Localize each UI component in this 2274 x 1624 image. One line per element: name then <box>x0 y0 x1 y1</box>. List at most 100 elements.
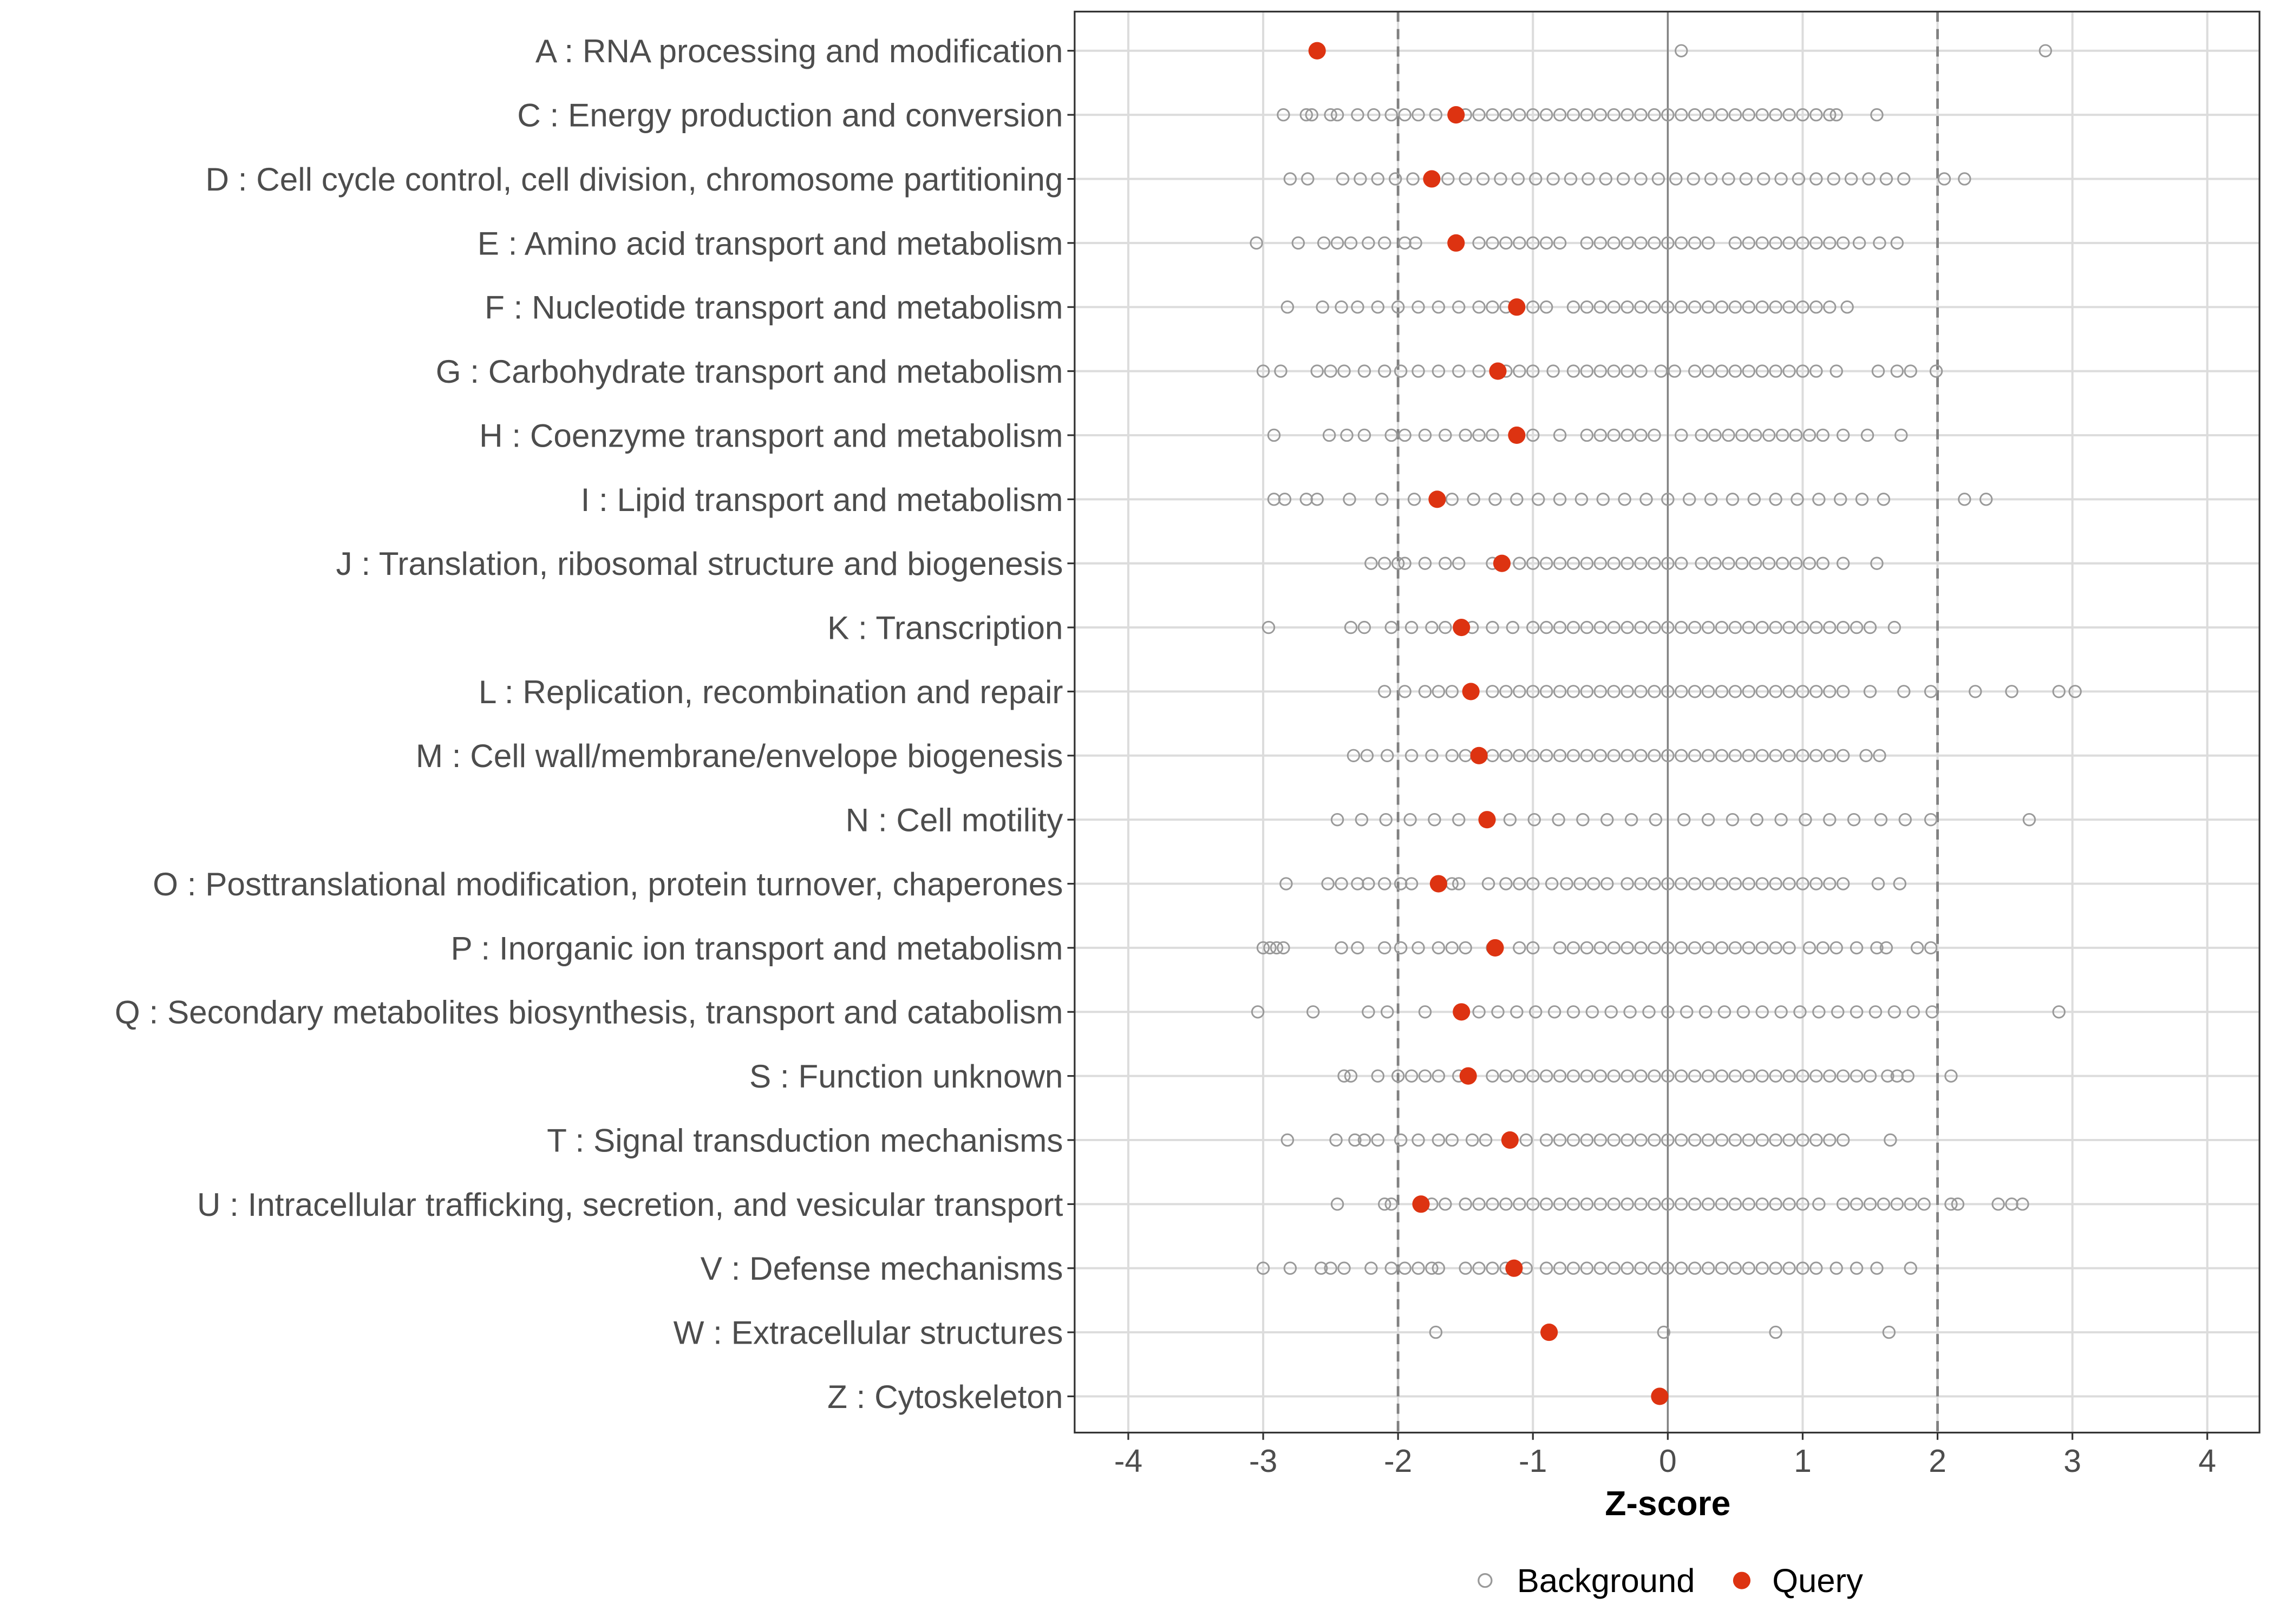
query-point <box>1412 1195 1430 1213</box>
background-point <box>1809 1069 1823 1083</box>
background-point <box>1499 236 1513 250</box>
background-point <box>1340 428 1354 442</box>
background-point <box>1280 300 1295 314</box>
background-point <box>1648 300 1661 314</box>
background-point <box>1418 1005 1432 1019</box>
background-point <box>1728 1261 1742 1275</box>
background-point <box>1688 1197 1702 1211</box>
background-point <box>1769 1069 1782 1083</box>
background-point <box>1634 300 1648 314</box>
background-point <box>1351 877 1364 890</box>
background-point <box>1378 364 1391 378</box>
background-point <box>1499 877 1513 890</box>
background-point <box>1769 493 1782 506</box>
background-point <box>1553 685 1567 698</box>
background-point <box>1412 364 1425 378</box>
background-point <box>1762 556 1776 570</box>
background-point <box>1944 1197 1958 1211</box>
x-tick-label: -1 <box>1519 1444 1547 1479</box>
background-point <box>1316 300 1329 314</box>
background-point <box>1877 1197 1891 1211</box>
background-point <box>1472 236 1486 250</box>
background-point <box>1510 1005 1524 1019</box>
background-point <box>1796 236 1809 250</box>
background-point <box>1335 877 1348 890</box>
background-point <box>1809 877 1823 890</box>
background-point <box>1715 108 1729 122</box>
background-point <box>1661 300 1675 314</box>
background-point <box>1634 556 1648 570</box>
background-point <box>1404 749 1419 762</box>
background-point <box>1486 108 1499 122</box>
background-point <box>1859 749 1873 762</box>
background-point <box>1837 620 1850 634</box>
background-point <box>1809 364 1823 378</box>
background-point <box>1749 556 1762 570</box>
background-point <box>1398 428 1412 442</box>
background-point <box>1546 172 1560 186</box>
background-point <box>1688 1069 1702 1083</box>
background-point <box>1553 108 1567 122</box>
background-point <box>1701 364 1715 378</box>
background-point <box>1582 172 1595 186</box>
background-point <box>1634 620 1648 634</box>
background-point <box>1829 364 1843 378</box>
background-point <box>1270 941 1284 955</box>
background-point <box>1432 941 1446 955</box>
background-point <box>1330 108 1344 122</box>
background-point <box>1775 428 1789 442</box>
background-point <box>1755 685 1769 698</box>
background-point <box>1890 1197 1904 1211</box>
background-point <box>1661 1261 1675 1275</box>
background-point <box>1634 1197 1648 1211</box>
category-label: G : Carbohydrate transport and metabolis… <box>436 353 1063 390</box>
background-point <box>1406 172 1420 186</box>
background-point <box>1809 108 1823 122</box>
background-point <box>1715 1069 1729 1083</box>
background-point <box>1675 300 1688 314</box>
background-point <box>1701 813 1715 827</box>
background-point <box>1351 941 1364 955</box>
background-point <box>1834 493 1847 506</box>
background-point <box>1742 1261 1756 1275</box>
background-point <box>1452 364 1466 378</box>
category-label: N : Cell motility <box>846 802 1063 839</box>
background-point <box>1439 428 1452 442</box>
background-point <box>1668 364 1682 378</box>
background-point <box>1728 1133 1742 1147</box>
background-point <box>1809 685 1823 698</box>
background-point <box>1278 493 1292 506</box>
background-point <box>1486 1197 1499 1211</box>
background-point <box>1688 620 1702 634</box>
background-point <box>1879 941 1893 955</box>
background-point <box>1620 749 1634 762</box>
background-point <box>1277 108 1290 122</box>
background-point <box>1661 493 1675 506</box>
background-point <box>1675 428 1688 442</box>
background-point <box>1337 1261 1351 1275</box>
background-point <box>1774 1005 1788 1019</box>
background-point <box>1863 620 1877 634</box>
background-point <box>1937 172 1951 186</box>
background-point <box>1715 749 1729 762</box>
query-point <box>1540 1324 1558 1341</box>
background-point <box>1634 428 1648 442</box>
background-point <box>1742 236 1756 250</box>
background-point <box>1378 556 1391 570</box>
background-point <box>1782 1069 1796 1083</box>
background-point <box>1499 108 1513 122</box>
background-point <box>1432 364 1446 378</box>
background-point <box>1371 300 1384 314</box>
background-point <box>1735 428 1749 442</box>
background-point <box>1911 941 1924 955</box>
background-point <box>1486 620 1499 634</box>
background-point <box>1675 685 1688 698</box>
background-point <box>1573 877 1587 890</box>
background-point <box>1769 941 1782 955</box>
background-point <box>1344 1069 1358 1083</box>
background-point <box>1432 685 1446 698</box>
background-point <box>1391 1069 1405 1083</box>
background-point <box>1796 685 1809 698</box>
background-point <box>1347 749 1361 762</box>
